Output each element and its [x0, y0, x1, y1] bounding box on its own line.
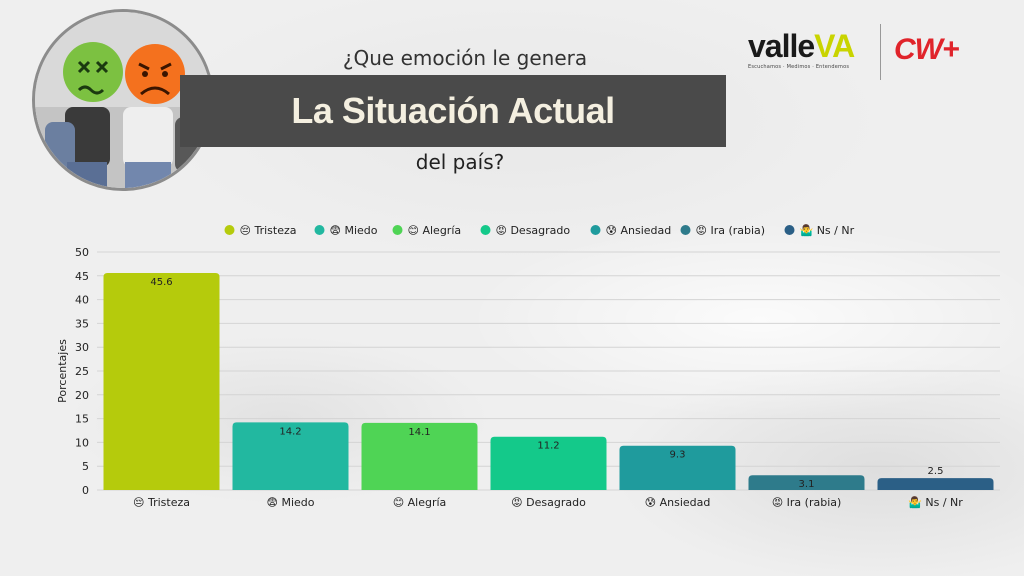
bar: [232, 422, 349, 490]
bar: [748, 475, 865, 490]
bar: [361, 422, 478, 490]
legend-swatch: [314, 225, 325, 235]
y-tick-label: 30: [75, 341, 89, 354]
bar: [490, 436, 607, 490]
x-tick-label: 😰 Ansiedad: [645, 496, 711, 509]
x-tick-label: 😊 Alegría: [393, 496, 447, 509]
y-tick-label: 20: [75, 389, 89, 402]
cw-logo: CW+: [894, 33, 959, 66]
question-bottom: del país?: [415, 150, 505, 174]
valleva-tagline: Escuchamos · Medimos · Entendemos: [748, 64, 850, 70]
bar: [103, 272, 220, 490]
question-top: ¿Que emoción le genera: [342, 46, 588, 70]
data-label: 11.2: [537, 441, 559, 452]
y-tick-label: 10: [75, 436, 89, 449]
legend-label: 🤷‍♂️ Ns / Nr: [800, 223, 855, 237]
data-label: 14.1: [408, 427, 430, 438]
x-tick-label: 😡 Ira (rabia): [772, 496, 842, 509]
data-label: 14.2: [279, 426, 301, 437]
title-band: La Situación Actual: [180, 75, 726, 147]
data-label: 45.6: [150, 277, 172, 288]
legend-label: 😨 Miedo: [330, 224, 378, 237]
legend-label: 😡 Desagrado: [496, 224, 571, 237]
y-tick-label: 40: [75, 294, 89, 307]
legend-label: 😡 Ira (rabia): [696, 224, 766, 237]
y-tick-label: 45: [75, 270, 89, 283]
legend-label: 😔 Tristeza: [240, 224, 297, 237]
y-tick-label: 35: [75, 317, 89, 330]
logo-divider: [880, 24, 881, 80]
y-axis-label: Porcentajes: [56, 339, 69, 403]
valleva-logo-main: valle: [748, 28, 815, 64]
y-tick-label: 5: [82, 460, 89, 473]
y-tick-label: 50: [75, 246, 89, 259]
legend-swatch: [480, 225, 491, 235]
legend-swatch: [590, 225, 601, 235]
x-tick-label: 😨 Miedo: [267, 496, 315, 509]
x-tick-label: 😡 Desagrado: [511, 496, 586, 509]
legend-swatch: [224, 225, 235, 235]
legend-label: 😊 Alegría: [408, 224, 462, 237]
x-tick-label: 😔 Tristeza: [133, 496, 190, 509]
bar: [619, 445, 736, 490]
bar: [877, 478, 994, 490]
x-tick-label: 🤷‍♂️ Ns / Nr: [908, 495, 963, 509]
data-label: 2.5: [928, 466, 944, 477]
data-label: 3.1: [799, 479, 815, 490]
legend-swatch: [392, 225, 403, 235]
page-title: La Situación Actual: [291, 90, 615, 131]
y-tick-label: 25: [75, 365, 89, 378]
y-tick-label: 15: [75, 413, 89, 426]
y-tick-label: 0: [82, 484, 89, 497]
data-label: 9.3: [670, 450, 686, 461]
legend-swatch: [784, 225, 795, 235]
legend-swatch: [680, 225, 691, 235]
legend-label: 😰 Ansiedad: [606, 224, 672, 237]
valleva-logo: valleVA Escuchamos · Medimos · Entendemo…: [748, 30, 870, 78]
valleva-logo-accent: VA: [814, 28, 855, 64]
